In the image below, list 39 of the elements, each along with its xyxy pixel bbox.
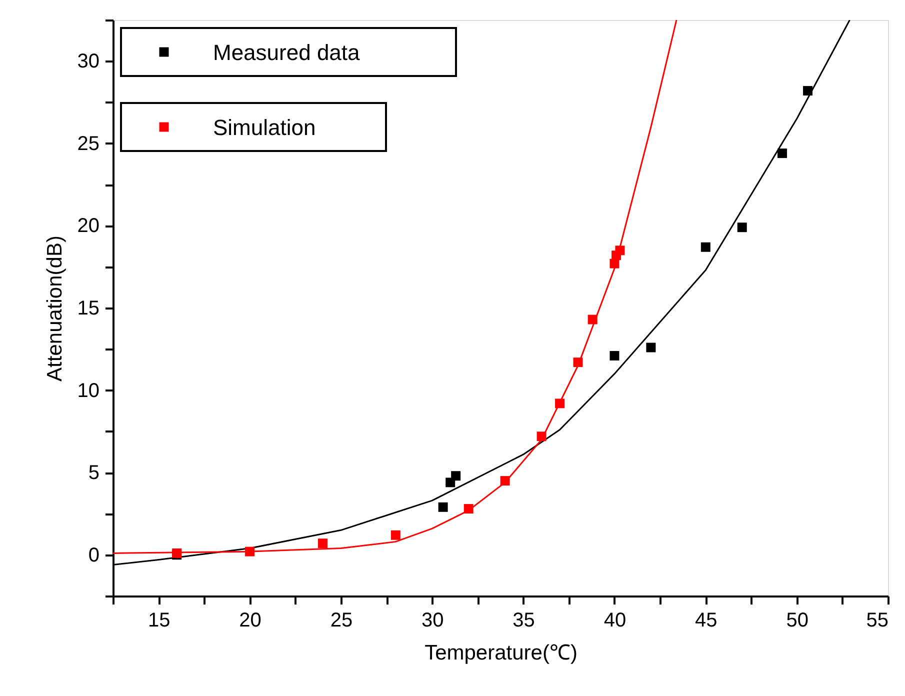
x-tick-label: 40 [604,610,626,632]
point [464,504,474,514]
point [573,358,583,368]
point [438,502,448,512]
y-tick-label: 30 [77,50,100,73]
x-tick-label: 50 [786,610,808,632]
y-tick-label: 20 [77,215,100,238]
point [390,530,400,540]
x-axis-title: Temperature(℃) [424,642,578,664]
point [777,148,787,158]
legend-label: Measured data [213,40,361,65]
y-tick-label: 5 [88,462,100,484]
x-tick-label: 25 [330,610,353,632]
x-tick-label: 30 [421,610,444,632]
point [500,476,510,486]
point [451,471,461,481]
point [536,432,546,442]
y-axis-title: Attenuation(dB) [43,236,66,382]
y-tick-label: 25 [77,132,100,155]
x-tick-label: 20 [239,610,262,632]
point [803,86,813,96]
x-tick-label: 35 [512,610,535,632]
x-tick-label: 45 [695,610,718,632]
point [610,350,620,360]
y-tick-label: 10 [77,380,100,402]
legend-label: Simulation [213,115,316,140]
point [646,342,656,352]
y-tick-label: 15 [77,298,100,320]
y-tick-label: 0 [88,544,100,566]
point [588,314,598,324]
point [555,398,565,408]
point [318,538,328,548]
point [737,222,747,232]
point [615,246,625,256]
point [245,546,255,556]
x-tick-label: 55 [866,610,888,632]
point [700,242,710,252]
x-tick-label: 15 [148,610,170,632]
point [610,258,620,268]
